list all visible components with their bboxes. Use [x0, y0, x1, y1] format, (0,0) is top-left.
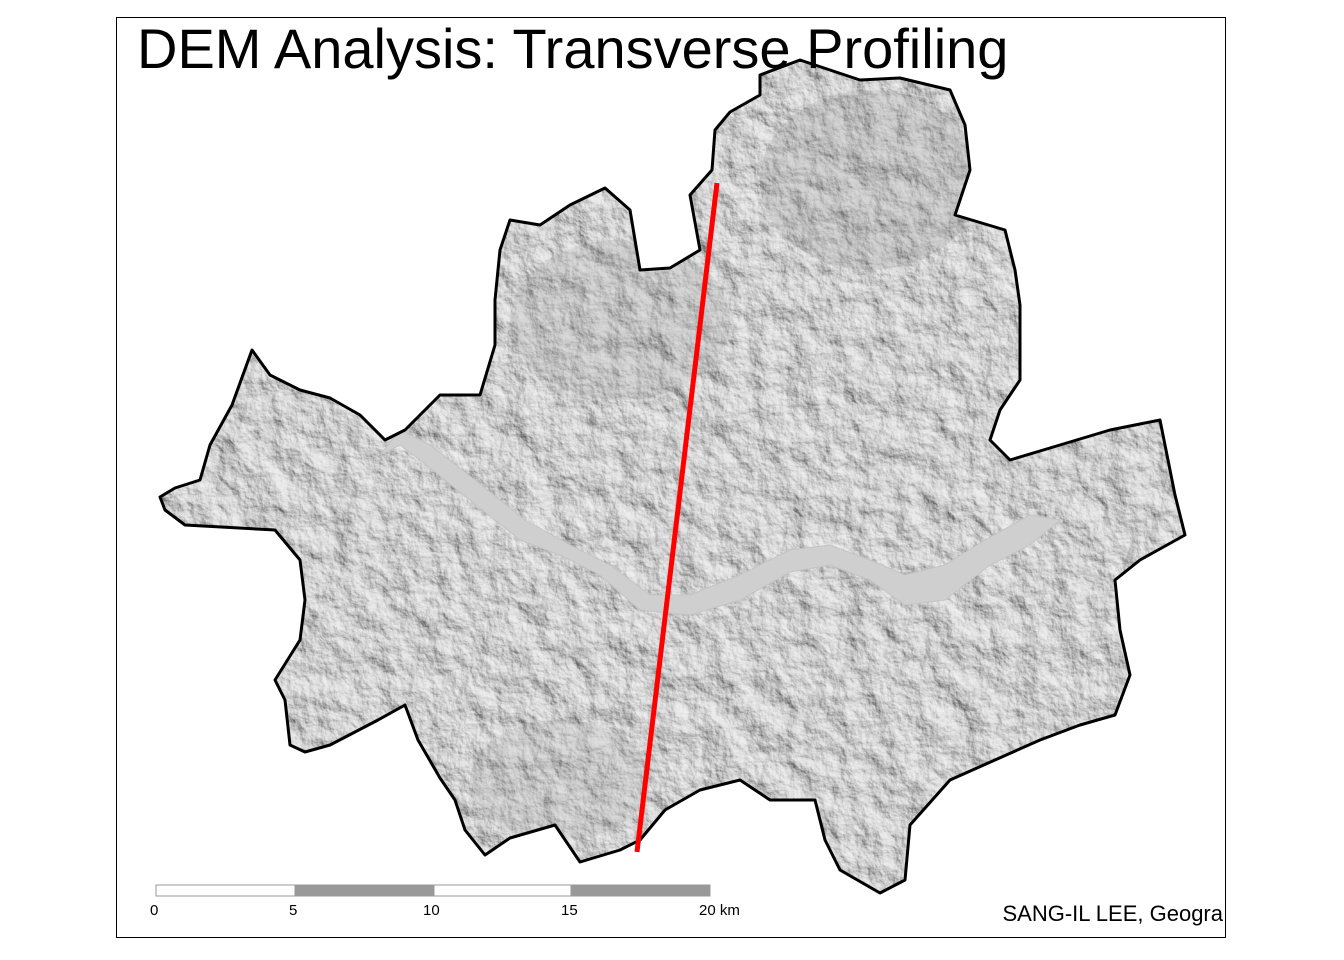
scale-tick-label: 15 — [561, 902, 578, 919]
map-credit: SANG-IL LEE, Geogra — [1002, 901, 1223, 926]
scale-tick-label: 10 — [423, 902, 440, 919]
han-river — [379, 429, 1062, 616]
scale-tick-label: 0 — [150, 902, 159, 919]
credit-container: SANG-IL LEE, Geogra — [116, 17, 1226, 938]
scale-bar-segment — [570, 884, 711, 897]
scale-tick-label: 5 — [289, 902, 298, 919]
scale-bar — [155, 884, 711, 897]
map-title: DEM Analysis: Transverse Profiling — [137, 17, 1009, 80]
scale-tick-label: 20 km — [699, 902, 740, 919]
transverse-profile-line — [634, 182, 720, 853]
